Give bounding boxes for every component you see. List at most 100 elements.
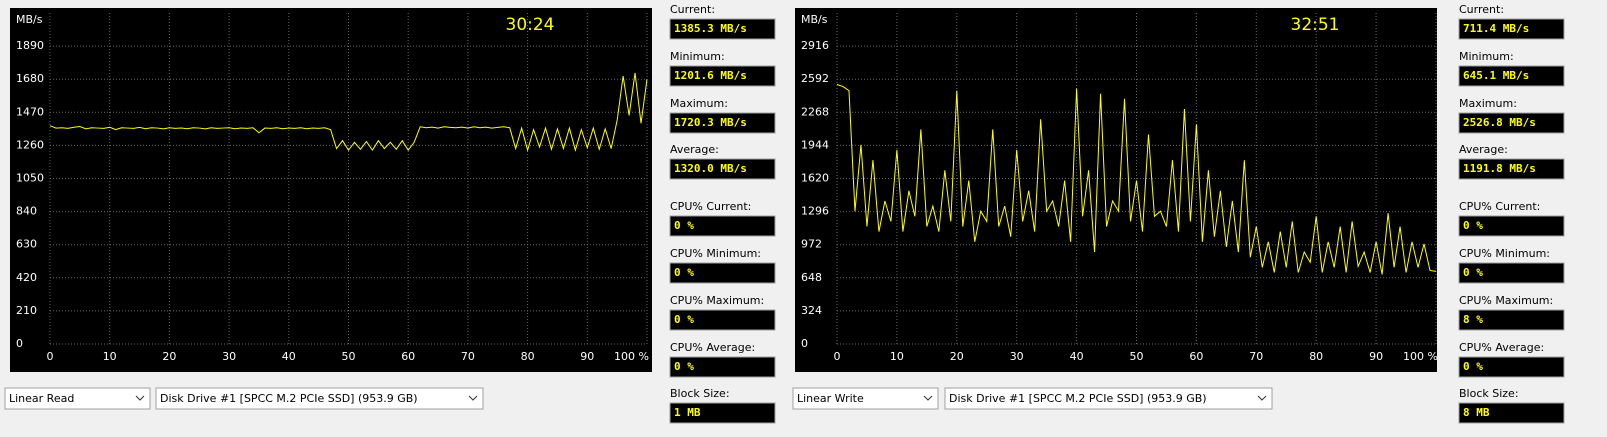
test-select-text: Linear Write xyxy=(797,392,864,405)
stat-box xyxy=(1458,158,1565,180)
stat-value: 0 % xyxy=(674,219,694,232)
x-tick-label: 30 xyxy=(222,350,236,363)
x-tick-label: 90 xyxy=(580,350,594,363)
y-axis-label: MB/s xyxy=(16,13,43,26)
stat-label: CPU% Current: xyxy=(1459,200,1540,213)
x-tick-label: 0 xyxy=(47,350,54,363)
stat-box xyxy=(1458,215,1565,237)
timer: 30:24 xyxy=(506,15,555,35)
stat-box xyxy=(669,112,776,134)
x-tick-label: 10 xyxy=(103,350,117,363)
x-tick-label: 40 xyxy=(282,350,296,363)
stat-label: Minimum: xyxy=(1459,50,1514,63)
y-tick-label: 1890 xyxy=(16,39,44,52)
stat-value: 0 % xyxy=(674,313,694,326)
y-tick-label: 420 xyxy=(16,271,37,284)
stat-label: CPU% Maximum: xyxy=(670,294,764,307)
stat-label: Current: xyxy=(670,3,715,16)
stat-box xyxy=(1458,18,1565,40)
stat-value: 645.1 MB/s xyxy=(1463,69,1529,82)
test-select[interactable] xyxy=(792,387,939,410)
stat-value: 8 % xyxy=(1463,313,1483,326)
x-tick-label: 30 xyxy=(1010,350,1024,363)
drive-select-text: Disk Drive #1 [SPCC M.2 PCIe SSD] (953.9… xyxy=(949,392,1207,405)
data-line xyxy=(836,84,1437,275)
drive-select[interactable] xyxy=(944,387,1273,410)
x-tick-label: 20 xyxy=(162,350,176,363)
x-tick-label: 50 xyxy=(342,350,356,363)
stat-box xyxy=(669,309,776,331)
timer: 32:51 xyxy=(1291,15,1340,35)
y-tick-label: 1296 xyxy=(801,205,829,218)
stat-box xyxy=(669,18,776,40)
y-tick-label: 1680 xyxy=(16,72,44,85)
drive-select-text: Disk Drive #1 [SPCC M.2 PCIe SSD] (953.9… xyxy=(160,392,418,405)
stat-value: 1720.3 MB/s xyxy=(674,116,747,129)
stat-label: Minimum: xyxy=(670,50,725,63)
y-tick-label: 0 xyxy=(801,337,808,350)
data-line xyxy=(49,72,648,152)
stat-value: 1385.3 MB/s xyxy=(674,22,747,35)
y-axis-label: MB/s xyxy=(801,13,828,26)
drive-select[interactable] xyxy=(155,387,484,410)
x-tick-label: 80 xyxy=(1309,350,1323,363)
stat-value: 2526.8 MB/s xyxy=(1463,116,1536,129)
stat-value: 1320.0 MB/s xyxy=(674,162,747,175)
x-tick-label: 10 xyxy=(890,350,904,363)
y-tick-label: 1050 xyxy=(16,172,44,185)
x-tick-label: 100 % xyxy=(1403,350,1438,363)
y-tick-label: 2268 xyxy=(801,105,829,118)
x-tick-label: 100 % xyxy=(614,350,649,363)
stat-value: 1 MB xyxy=(674,406,701,419)
stat-box xyxy=(669,402,776,424)
y-tick-label: 630 xyxy=(16,238,37,251)
stat-value: 1191.8 MB/s xyxy=(1463,162,1536,175)
stat-value: 8 MB xyxy=(1463,406,1490,419)
stat-box xyxy=(669,262,776,284)
y-tick-label: 1620 xyxy=(801,172,829,185)
y-tick-label: 1944 xyxy=(801,138,829,151)
stat-label: Maximum: xyxy=(1459,97,1517,110)
test-select-text: Linear Read xyxy=(9,392,74,405)
x-tick-label: 40 xyxy=(1070,350,1084,363)
y-tick-label: 840 xyxy=(16,205,37,218)
stat-value: 0 % xyxy=(674,360,694,373)
drive-select-arrow xyxy=(468,395,478,401)
stat-box xyxy=(669,215,776,237)
plot-background xyxy=(795,8,1437,372)
stat-value: 0 % xyxy=(1463,266,1483,279)
stat-label: Current: xyxy=(1459,3,1504,16)
stat-label: CPU% Maximum: xyxy=(1459,294,1553,307)
drive-select-arrow xyxy=(1257,395,1267,401)
stat-label: Block Size: xyxy=(1459,387,1519,400)
stat-box xyxy=(669,356,776,378)
stat-value: 0 % xyxy=(674,266,694,279)
x-tick-label: 20 xyxy=(950,350,964,363)
stat-box xyxy=(669,65,776,87)
test-select-arrow xyxy=(923,395,933,401)
stat-box xyxy=(1458,356,1565,378)
stat-box xyxy=(1458,262,1565,284)
x-tick-label: 50 xyxy=(1130,350,1144,363)
y-tick-label: 2916 xyxy=(801,39,829,52)
stat-value: 0 % xyxy=(1463,219,1483,232)
test-select[interactable] xyxy=(4,387,151,410)
stat-label: Block Size: xyxy=(670,387,730,400)
x-tick-label: 60 xyxy=(1189,350,1203,363)
y-tick-label: 1470 xyxy=(16,105,44,118)
stat-value: 711.4 MB/s xyxy=(1463,22,1529,35)
test-select-arrow xyxy=(135,395,145,401)
x-tick-label: 80 xyxy=(521,350,535,363)
stat-label: CPU% Average: xyxy=(670,341,755,354)
x-tick-label: 90 xyxy=(1369,350,1383,363)
plot-background xyxy=(10,8,652,372)
y-tick-label: 324 xyxy=(801,304,822,317)
x-tick-label: 70 xyxy=(461,350,475,363)
stat-value: 1201.6 MB/s xyxy=(674,69,747,82)
stat-label: CPU% Minimum: xyxy=(670,247,761,260)
stat-box xyxy=(1458,309,1565,331)
y-tick-label: 0 xyxy=(16,337,23,350)
stat-label: CPU% Minimum: xyxy=(1459,247,1550,260)
x-tick-label: 70 xyxy=(1249,350,1263,363)
